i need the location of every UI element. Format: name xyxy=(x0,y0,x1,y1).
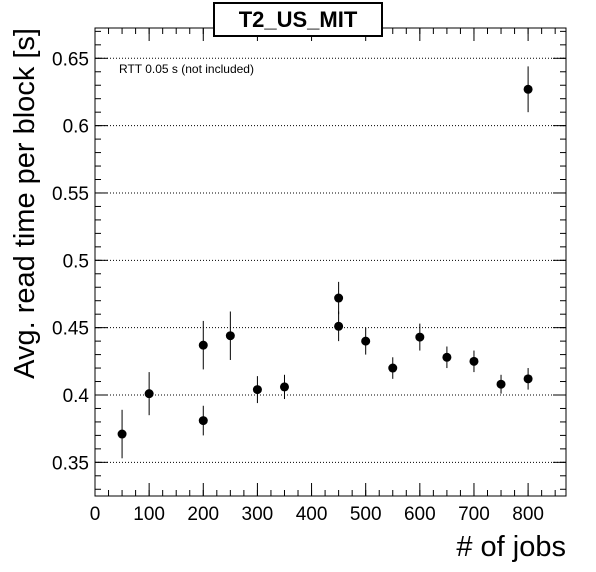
title-box: T2_US_MIT xyxy=(213,2,383,37)
plot-frame xyxy=(94,27,567,497)
y-tick-label: 0.4 xyxy=(63,386,90,407)
data-point xyxy=(361,336,371,346)
annotation-text: RTT 0.05 s (not included) xyxy=(119,62,254,76)
data-point xyxy=(496,379,506,389)
data-point xyxy=(198,416,208,426)
x-tick-label: 200 xyxy=(187,504,219,525)
x-tick-label: 300 xyxy=(242,504,274,525)
x-tick-label: 0 xyxy=(90,504,101,525)
y-tick-label: 0.65 xyxy=(52,49,89,70)
y-tick-label: 0.6 xyxy=(63,117,89,138)
x-tick-label: 100 xyxy=(133,504,165,525)
x-tick-label: 400 xyxy=(296,504,328,525)
x-tick-label: 600 xyxy=(404,504,436,525)
data-point xyxy=(523,374,533,384)
data-point xyxy=(252,385,262,395)
grid-lines xyxy=(95,57,566,463)
data-point xyxy=(279,382,289,392)
x-tick-label: 800 xyxy=(512,504,544,525)
data-points xyxy=(117,66,533,459)
x-tick-label: 700 xyxy=(458,504,490,525)
data-point xyxy=(388,363,398,373)
tick-labels: 0.35 0.4 0.45 0.5 0.55 0.6 0.65 0 100 200 300 400 50… xyxy=(52,49,544,525)
y-tick-label: 0.35 xyxy=(52,453,89,474)
data-point xyxy=(415,332,425,342)
x-tick-label: 500 xyxy=(350,504,382,525)
data-point xyxy=(523,84,533,94)
data-point xyxy=(442,352,452,362)
x-axis-label: # of jobs xyxy=(456,531,566,563)
y-axis-label: Avg. read time per block [s] xyxy=(9,28,41,379)
data-point xyxy=(469,356,479,366)
y-tick-label: 0.55 xyxy=(52,184,89,205)
y-tick-label: 0.5 xyxy=(63,251,89,272)
data-point xyxy=(225,331,235,341)
axis-ticks xyxy=(94,28,566,496)
data-point xyxy=(334,293,344,303)
chart-title: T2_US_MIT xyxy=(239,7,358,32)
data-point xyxy=(117,429,127,439)
data-point xyxy=(144,389,154,399)
data-point xyxy=(334,321,344,331)
y-tick-label: 0.45 xyxy=(52,319,89,340)
data-point xyxy=(198,340,208,350)
